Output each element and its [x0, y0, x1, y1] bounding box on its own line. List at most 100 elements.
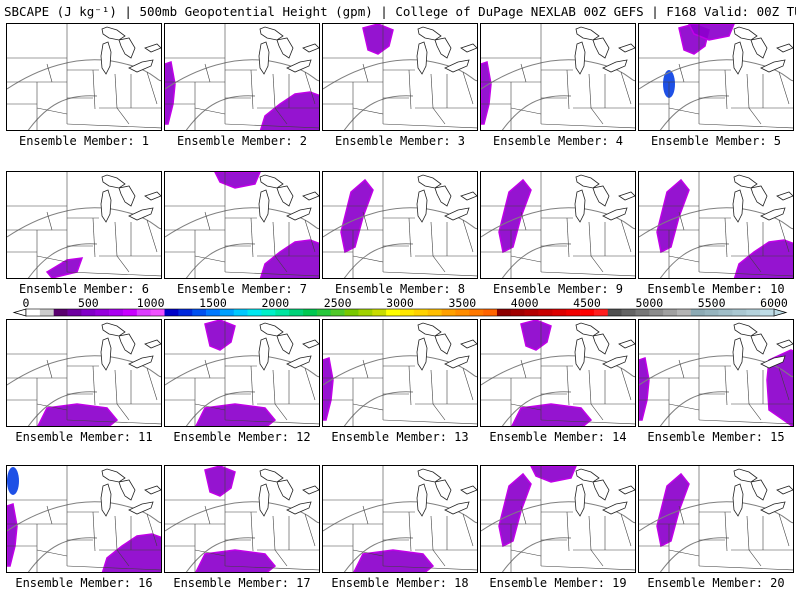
colorbar-swatch [95, 309, 110, 316]
map-panel-8 [323, 172, 477, 278]
colorbar-graphic [12, 308, 788, 317]
member-label-4: Ensemble Member: 4 [492, 134, 624, 148]
colorbar-swatch [261, 309, 276, 316]
height-contour [165, 207, 319, 238]
colorbar-tick-label: 3500 [448, 296, 477, 310]
ensemble-panel-16 [6, 465, 162, 573]
colorbar-arrow-right [773, 308, 788, 317]
colorbar-swatch [510, 309, 525, 316]
height-contour [481, 501, 635, 532]
height-contour [323, 207, 477, 238]
cape-region [196, 404, 275, 426]
colorbar-swatch [469, 309, 484, 316]
height-contour [185, 95, 256, 130]
colorbar-swatch [358, 309, 373, 316]
height-contour [481, 59, 635, 90]
colorbar-swatch [566, 309, 581, 316]
great-lakes [258, 322, 319, 371]
height-contour [165, 501, 319, 532]
member-label-10: Ensemble Member: 10 [647, 282, 785, 296]
colorbar-swatch [677, 309, 692, 316]
ensemble-panel-13 [322, 319, 478, 427]
colorbar-swatch [732, 309, 747, 316]
colorbar-swatch [607, 309, 622, 316]
colorbar-arrow-left [12, 308, 27, 317]
map-panel-15 [639, 320, 793, 426]
height-contour [639, 207, 793, 238]
member-label-15: Ensemble Member: 15 [647, 430, 785, 444]
height-contour [27, 391, 98, 426]
cape-region [323, 358, 333, 420]
height-contour [7, 59, 161, 90]
colorbar-tick-label: 5500 [697, 296, 726, 310]
colorbar-swatch [206, 309, 221, 316]
colorbar-swatch [192, 309, 207, 316]
height-contour [639, 355, 793, 386]
cape-region [512, 404, 591, 426]
ensemble-panel-3 [322, 23, 478, 131]
colorbar-tick-label: 500 [77, 296, 99, 310]
height-contour [185, 537, 256, 572]
map-panel-6 [7, 172, 161, 278]
colorbar-swatch [483, 309, 498, 316]
cape-region [499, 180, 531, 252]
great-lakes [416, 322, 477, 371]
great-lakes [258, 26, 319, 75]
member-label-17: Ensemble Member: 17 [173, 576, 311, 590]
cape-region [363, 24, 393, 54]
great-lakes [100, 26, 161, 75]
height-contour [659, 243, 730, 278]
colorbar-swatch [26, 309, 41, 316]
ensemble-panel-15 [638, 319, 794, 427]
colorbar-swatch [178, 309, 193, 316]
great-lakes [416, 26, 477, 75]
cape-region [639, 358, 649, 420]
cape-region [47, 258, 82, 278]
colorbar-swatch [496, 309, 512, 316]
colorbar-swatch [247, 309, 262, 316]
cape-region [215, 172, 260, 188]
cape-region [260, 240, 319, 278]
colorbar-tick-label: 2000 [261, 296, 290, 310]
map-panel-3 [323, 24, 477, 130]
great-lakes [732, 26, 793, 75]
height-contour [185, 391, 256, 426]
colorbar-swatch [372, 309, 387, 316]
ensemble-panel-11 [6, 319, 162, 427]
cape-region [205, 466, 235, 496]
height-contour [659, 95, 730, 130]
colorbar-tick-label: 4500 [573, 296, 601, 310]
colorbar-swatch [746, 309, 761, 316]
colorbar-tick-label: 5000 [635, 296, 664, 310]
cape-region [734, 240, 793, 278]
colorbar-swatch [109, 309, 124, 316]
cape-region [767, 350, 793, 426]
map-panel-16 [7, 466, 161, 572]
height-contour [7, 355, 161, 386]
member-label-1: Ensemble Member: 1 [18, 134, 150, 148]
member-label-14: Ensemble Member: 14 [489, 430, 627, 444]
map-panel-9 [481, 172, 635, 278]
colorbar-tick-label: 6000 [760, 296, 788, 310]
map-panel-17 [165, 466, 319, 572]
cape-region [196, 550, 275, 572]
colorbar-swatch [330, 309, 345, 316]
colorbar-swatch [164, 309, 179, 316]
great-lakes [258, 174, 319, 223]
colorbar-swatch [136, 309, 151, 316]
great-lakes [416, 468, 477, 517]
member-label-6: Ensemble Member: 6 [18, 282, 150, 296]
map-panel-5 [639, 24, 793, 130]
height-contour [501, 243, 572, 278]
map-title: SBCAPE (J kg⁻¹) | 500mb Geopotential Hei… [4, 4, 796, 19]
ensemble-panel-12 [164, 319, 320, 427]
height-contour [7, 207, 161, 238]
height-contour [639, 59, 793, 90]
cape-region [657, 180, 689, 252]
height-contour [659, 537, 730, 572]
great-lakes [574, 174, 635, 223]
cape-region [260, 92, 319, 130]
great-lakes [732, 174, 793, 223]
colorbar-swatch [455, 309, 470, 316]
great-lakes [416, 174, 477, 223]
